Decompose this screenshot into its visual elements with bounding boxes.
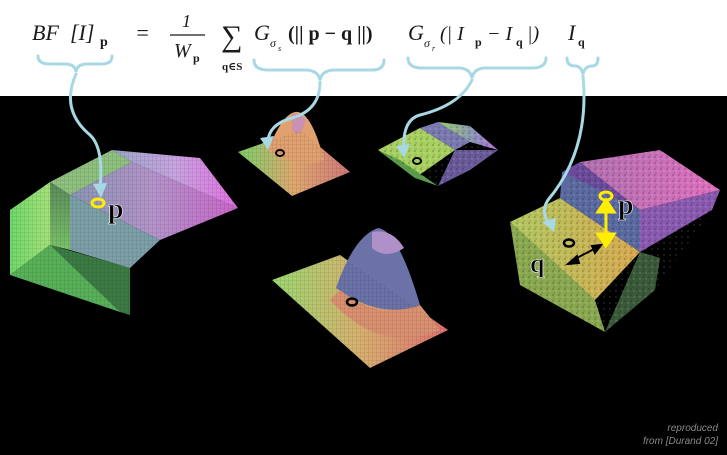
spatial-kernel-sigma-sub: s — [278, 44, 281, 53]
intensity-i: I — [567, 20, 577, 45]
range-kernel-arg-close: |) — [527, 23, 539, 45]
weight-center-marker — [345, 297, 359, 307]
leader-range — [402, 78, 474, 152]
brace-lhs — [36, 54, 114, 73]
equals-sign: = — [135, 20, 150, 45]
input-p-label: p — [618, 190, 634, 221]
brace-intensity — [565, 56, 600, 75]
sum-symbol: ∑ — [221, 20, 242, 53]
lhs-subscript: p — [100, 35, 108, 50]
result-surface — [10, 150, 238, 315]
range-kernel-arg-open: (| I — [440, 23, 465, 45]
range-kernel-arg-mid: − I — [487, 23, 513, 45]
brace-spatial — [252, 58, 386, 81]
range-kernel-g: G — [408, 20, 424, 45]
spatial-distance-arrow — [565, 243, 604, 266]
input-surface — [510, 150, 720, 332]
weight-product-surface — [272, 228, 448, 368]
result-pixel-marker — [90, 197, 106, 209]
credit-line-2: from [Durand 02] — [643, 436, 718, 447]
leader-arrows — [68, 72, 586, 227]
intensity-difference-arrow — [595, 197, 617, 249]
leader-lhs — [68, 72, 103, 190]
fraction-denominator: W — [174, 40, 193, 62]
equation-braces — [36, 54, 600, 81]
range-kernel-center-marker — [412, 157, 422, 165]
brace-range — [406, 56, 548, 79]
range-kernel-arg-sub2: q — [516, 35, 523, 49]
equation: BF [I] p = 1 W p ∑ q∈S G σ s (|| p − q |… — [32, 11, 585, 73]
leader-spatial — [266, 80, 322, 142]
spatial-kernel-arg: (|| p − q ||) — [288, 23, 373, 45]
leader-intensity — [543, 74, 586, 227]
spatial-kernel-g: G — [254, 20, 270, 45]
range-kernel-arg-sub1: p — [475, 35, 482, 49]
input-q-label: q — [530, 249, 545, 278]
range-kernel-sigma: σ — [424, 36, 431, 50]
range-kernel-sigma-sub: r — [432, 44, 436, 53]
intensity-subscript: q — [578, 35, 585, 49]
spatial-kernel-center-marker — [275, 149, 285, 157]
fraction-denominator-sub: p — [193, 51, 200, 65]
range-kernel-surface — [378, 122, 498, 186]
sum-subscript: q∈S — [222, 61, 242, 73]
credit-line-1: reproduced — [667, 423, 718, 434]
lhs-bracket: [I] — [70, 20, 94, 45]
leader-arrowheads — [93, 136, 556, 232]
spatial-kernel-sigma: σ — [270, 36, 277, 50]
fraction-numerator: 1 — [182, 11, 191, 31]
lhs-bf: BF — [32, 20, 59, 45]
result-p-label: p — [108, 194, 124, 225]
input-pixel-q-marker — [562, 238, 576, 248]
